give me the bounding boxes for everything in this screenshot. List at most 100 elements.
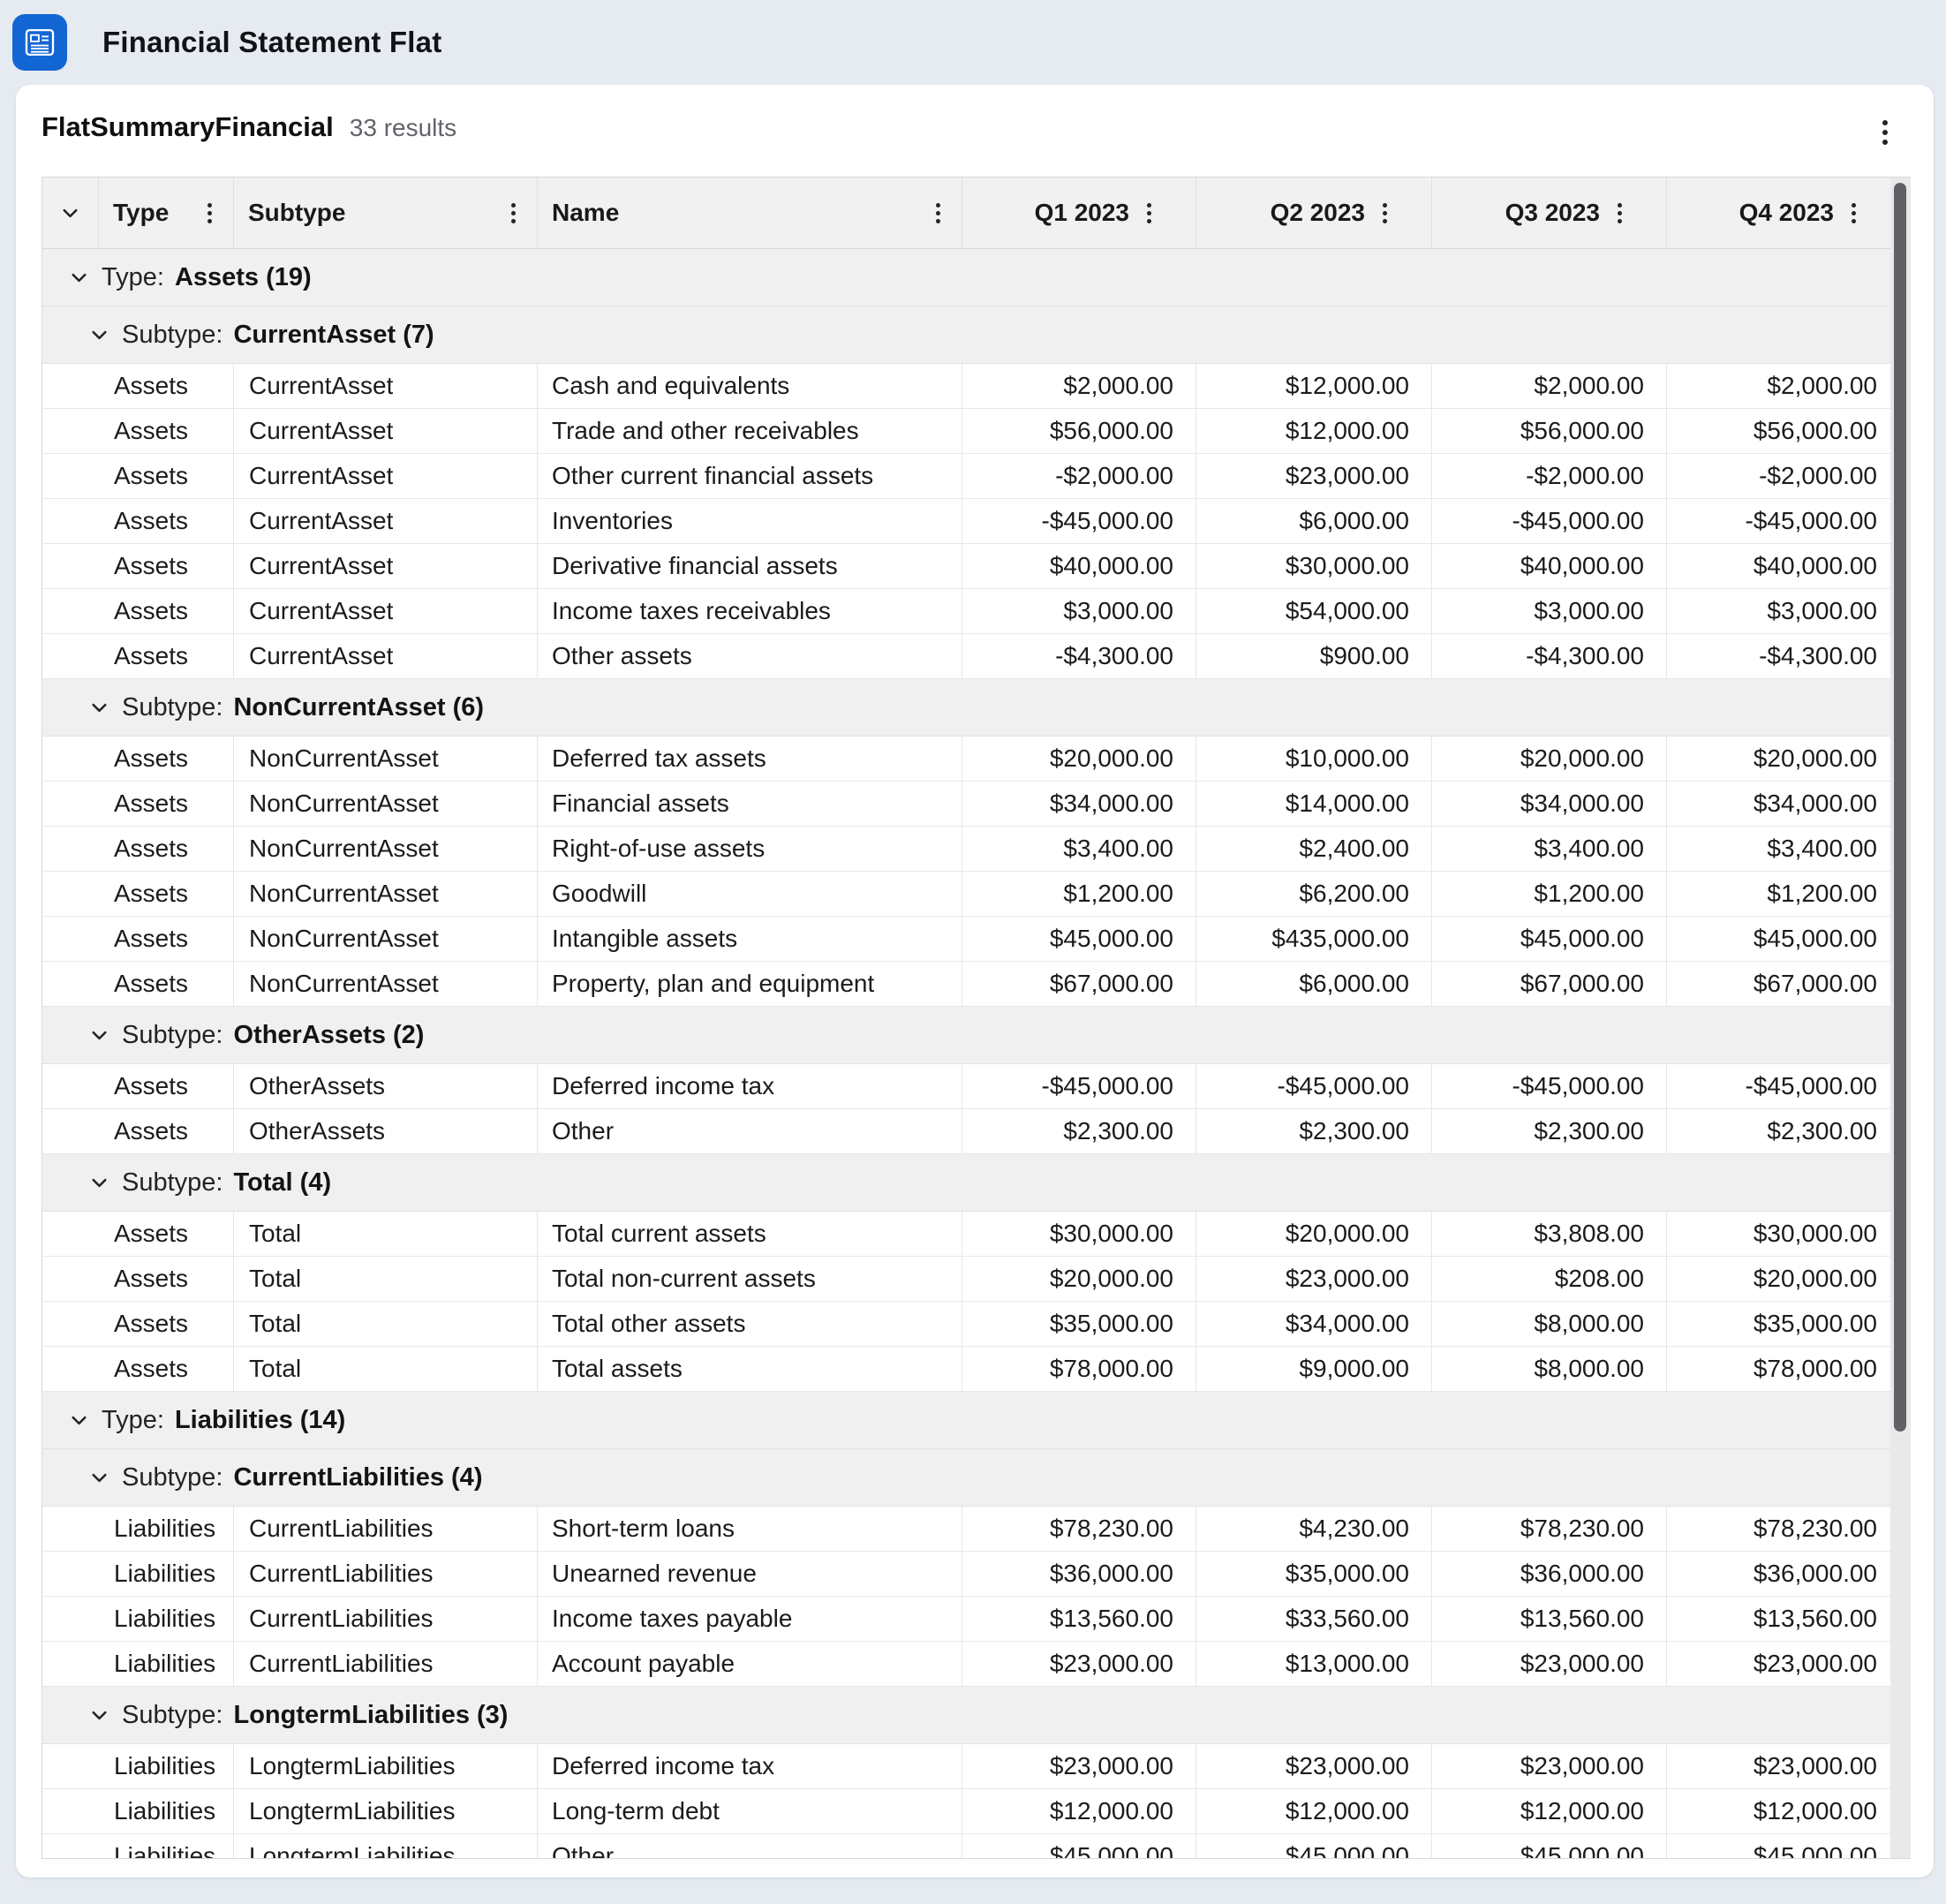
table-row[interactable]: Assets CurrentAsset Cash and equivalents… (42, 364, 1911, 409)
group-row[interactable]: Subtype: CurrentAsset (7) (42, 306, 1911, 364)
column-kebab-icon[interactable] (1383, 202, 1387, 223)
chevron-down-icon[interactable] (87, 1704, 111, 1727)
cell-q2: $23,000.00 (1196, 454, 1431, 498)
column-kebab-icon[interactable] (511, 202, 516, 223)
cell-q4: $20,000.00 (1666, 1257, 1911, 1301)
column-kebab-icon[interactable] (1618, 202, 1622, 223)
column-header-subtype[interactable]: Subtype (233, 178, 537, 248)
cell-name: Intangible assets (537, 917, 962, 961)
cell-type: Liabilities (114, 1605, 216, 1632)
cell-type: Assets (114, 372, 189, 399)
cell-type: Liabilities (114, 1515, 216, 1542)
table-row[interactable]: Liabilities LongtermLiabilities Other $4… (42, 1834, 1911, 1858)
table-row[interactable]: Assets CurrentAsset Other assets -$4,300… (42, 634, 1911, 679)
vertical-scrollbar[interactable] (1890, 178, 1911, 1858)
column-header-q2-2023[interactable]: Q2 2023 (1196, 178, 1431, 248)
table-row[interactable]: Assets Total Total current assets $30,00… (42, 1212, 1911, 1257)
group-prefix: Subtype: (122, 1167, 223, 1197)
cell-q4: $20,000.00 (1666, 737, 1911, 781)
cell-name: Unearned revenue (537, 1552, 962, 1596)
cell-q2: $12,000.00 (1196, 409, 1431, 453)
group-row[interactable]: Type: Assets (19) (42, 249, 1911, 306)
table-row[interactable]: Assets Total Total non-current assets $2… (42, 1257, 1911, 1302)
cell-type: Assets (114, 1355, 189, 1382)
card-menu-kebab-icon[interactable] (1882, 120, 1888, 145)
group-row[interactable]: Subtype: Total (4) (42, 1154, 1911, 1212)
cell-subtype: CurrentAsset (233, 409, 537, 453)
group-label: CurrentAsset (7) (233, 320, 434, 349)
cell-type: Assets (114, 880, 189, 907)
table-row[interactable]: Assets OtherAssets Deferred income tax -… (42, 1064, 1911, 1109)
table-row[interactable]: Assets NonCurrentAsset Deferred tax asse… (42, 737, 1911, 782)
cell-type: Assets (114, 1265, 189, 1292)
group-label: Assets (19) (174, 262, 312, 291)
table-row[interactable]: Assets NonCurrentAsset Right-of-use asse… (42, 827, 1911, 872)
group-row[interactable]: Subtype: OtherAssets (2) (42, 1007, 1911, 1064)
group-label: LongtermLiabilities (3) (233, 1700, 509, 1729)
table-row[interactable]: Liabilities LongtermLiabilities Deferred… (42, 1744, 1911, 1789)
cell-q3: $67,000.00 (1431, 962, 1666, 1006)
table-row[interactable]: Assets NonCurrentAsset Goodwill $1,200.0… (42, 872, 1911, 917)
chevron-down-icon[interactable] (67, 266, 91, 290)
grid-header-row: Type Subtype Name Q1 2023 Q2 2023 (42, 178, 1911, 249)
table-row[interactable]: Liabilities CurrentLiabilities Short-ter… (42, 1507, 1911, 1552)
cell-q2: $2,400.00 (1196, 827, 1431, 871)
cell-q3: -$45,000.00 (1431, 1064, 1666, 1108)
table-row[interactable]: Assets CurrentAsset Trade and other rece… (42, 409, 1911, 454)
cell-subtype: CurrentAsset (233, 544, 537, 588)
table-row[interactable]: Assets Total Total other assets $35,000.… (42, 1302, 1911, 1347)
column-header-q3-2023[interactable]: Q3 2023 (1431, 178, 1666, 248)
data-grid: Type Subtype Name Q1 2023 Q2 2023 (41, 177, 1911, 1859)
table-row[interactable]: Assets CurrentAsset Inventories -$45,000… (42, 499, 1911, 544)
cell-subtype: NonCurrentAsset (233, 962, 537, 1006)
table-row[interactable]: Liabilities CurrentLiabilities Unearned … (42, 1552, 1911, 1597)
table-row[interactable]: Assets NonCurrentAsset Property, plan an… (42, 962, 1911, 1007)
table-row[interactable]: Assets CurrentAsset Income taxes receiva… (42, 589, 1911, 634)
column-header-q4-2023[interactable]: Q4 2023 (1666, 178, 1911, 248)
cell-subtype: Total (233, 1347, 537, 1391)
table-row[interactable]: Liabilities CurrentLiabilities Account p… (42, 1642, 1911, 1687)
group-prefix: Subtype: (122, 320, 223, 349)
table-row[interactable]: Assets CurrentAsset Other current financ… (42, 454, 1911, 499)
table-row[interactable]: Assets NonCurrentAsset Intangible assets… (42, 917, 1911, 962)
chevron-down-icon[interactable] (87, 696, 111, 720)
collapse-all-cell[interactable] (42, 178, 98, 248)
scrollbar-thumb[interactable] (1894, 183, 1906, 1432)
table-row[interactable]: Liabilities LongtermLiabilities Long-ter… (42, 1789, 1911, 1834)
chevron-down-icon[interactable] (87, 1466, 111, 1490)
table-row[interactable]: Liabilities CurrentLiabilities Income ta… (42, 1597, 1911, 1642)
table-title: FlatSummaryFinancial (41, 111, 334, 142)
column-kebab-icon[interactable] (207, 202, 212, 223)
column-header-name[interactable]: Name (537, 178, 962, 248)
cell-q3: $3,808.00 (1431, 1212, 1666, 1256)
group-row[interactable]: Subtype: LongtermLiabilities (3) (42, 1687, 1911, 1744)
cell-q1: $36,000.00 (962, 1552, 1196, 1596)
table-row[interactable]: Assets OtherAssets Other $2,300.00 $2,30… (42, 1109, 1911, 1154)
cell-q3: $2,000.00 (1431, 364, 1666, 408)
cell-type: Assets (114, 790, 189, 817)
chevron-down-icon[interactable] (67, 1409, 91, 1432)
group-row[interactable]: Type: Liabilities (14) (42, 1392, 1911, 1449)
chevron-down-icon[interactable] (87, 323, 111, 347)
cell-name: Income taxes receivables (537, 589, 962, 633)
group-row[interactable]: Subtype: CurrentLiabilities (4) (42, 1449, 1911, 1507)
cell-q2: $10,000.00 (1196, 737, 1431, 781)
table-row[interactable]: Assets NonCurrentAsset Financial assets … (42, 782, 1911, 827)
table-row[interactable]: Assets CurrentAsset Derivative financial… (42, 544, 1911, 589)
cell-type: Liabilities (114, 1752, 216, 1779)
column-kebab-icon[interactable] (1147, 202, 1151, 223)
column-kebab-icon[interactable] (1852, 202, 1856, 223)
group-row[interactable]: Subtype: NonCurrentAsset (6) (42, 679, 1911, 737)
column-kebab-icon[interactable] (936, 202, 940, 223)
cell-q1: $56,000.00 (962, 409, 1196, 453)
group-label: NonCurrentAsset (6) (233, 692, 485, 722)
chevron-down-icon[interactable] (87, 1171, 111, 1195)
chevron-down-icon[interactable] (87, 1024, 111, 1047)
column-header-type[interactable]: Type (98, 178, 233, 248)
cell-name: Derivative financial assets (537, 544, 962, 588)
cell-type: Assets (114, 1117, 189, 1145)
chevron-down-icon[interactable] (58, 201, 82, 225)
table-row[interactable]: Assets Total Total assets $78,000.00 $9,… (42, 1347, 1911, 1392)
column-header-q1-2023[interactable]: Q1 2023 (962, 178, 1196, 248)
cell-q3: $56,000.00 (1431, 409, 1666, 453)
